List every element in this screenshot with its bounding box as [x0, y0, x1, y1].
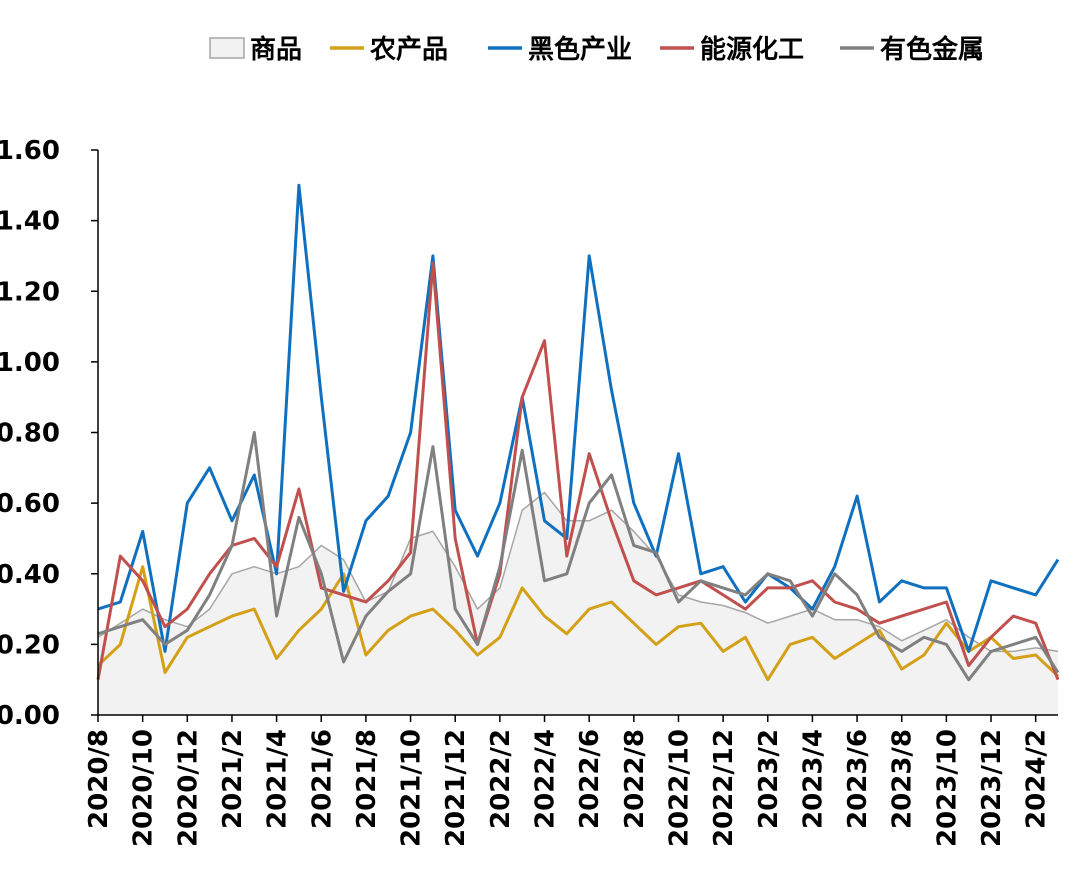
line-series-1	[96, 565, 1060, 682]
legend-swatch-area	[209, 37, 245, 59]
legend-label: 黑色产业	[528, 34, 632, 65]
x-tick-label: 2023/8	[888, 729, 918, 829]
x-tick-label: 2023/4	[798, 729, 828, 829]
x-tick-label: 2022/6	[575, 729, 605, 829]
y-tick-label: 1.40	[0, 207, 60, 237]
line-series-3	[96, 261, 1060, 681]
x-tick-label: 2021/4	[263, 729, 293, 829]
x-tick-label: 2021/10	[397, 729, 427, 847]
x-tick-label: 2020/10	[129, 729, 159, 847]
x-tick-label: 2021/12	[441, 729, 471, 847]
y-tick-label: 0.00	[0, 701, 60, 731]
legend-label: 农产品	[369, 35, 448, 65]
x-tick-label: 2023/10	[932, 729, 962, 847]
x-tick-label: 2021/8	[352, 729, 382, 829]
y-tick-label: 0.80	[0, 419, 60, 449]
legend-label: 能源化工	[700, 34, 804, 65]
x-tick-label: 2022/8	[620, 729, 650, 829]
legend-label: 商品	[250, 34, 302, 65]
x-tick-label: 2022/2	[486, 729, 516, 829]
x-tick-label: 2022/12	[709, 729, 739, 847]
x-tick-label: 2022/4	[531, 729, 561, 829]
x-tick-label: 2023/12	[977, 729, 1007, 847]
axes: 0.00 0.20 0.40 0.60 0.80 1.00 1.20 1.40 1.60 2020…	[0, 136, 1058, 847]
x-tick-label: 2022/10	[664, 729, 694, 847]
legend: 商品 农产品 黑色产业 能源化工 有色金属	[209, 34, 984, 65]
x-tick-label: 2023/6	[843, 729, 873, 829]
x-tick-label: 2024/2	[1022, 729, 1052, 829]
x-tick-label: 2020/8	[84, 729, 114, 829]
legend-label: 有色金属	[880, 34, 984, 65]
x-tick-label: 2020/12	[173, 729, 203, 847]
y-tick-label: 0.20	[0, 630, 60, 660]
line-series-4	[97, 431, 1060, 682]
area-line-0	[97, 491, 1059, 653]
plot-area	[96, 183, 1060, 715]
y-tick-label: 1.00	[0, 348, 60, 378]
x-tick-label: 2021/2	[218, 729, 248, 829]
y-tick-label: 0.60	[0, 489, 60, 519]
y-tick-label: 0.40	[0, 560, 60, 590]
x-tick-label: 2023/2	[754, 729, 784, 829]
x-tick-label: 2021/6	[307, 729, 337, 829]
line-series-2	[97, 183, 1060, 653]
area-fill-0	[98, 492, 1058, 715]
y-tick-label: 1.60	[0, 136, 60, 166]
y-tick-label: 1.20	[0, 277, 60, 307]
